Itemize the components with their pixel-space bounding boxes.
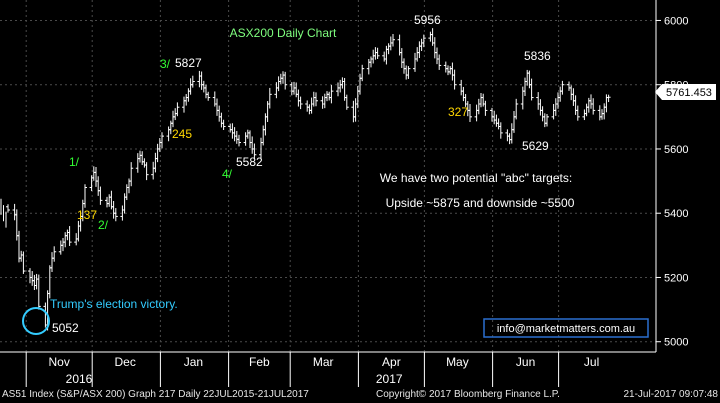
- price-bar: [391, 33, 395, 47]
- price-bar: [190, 75, 195, 88]
- price-bar: [98, 186, 103, 205]
- price-bar: [283, 71, 288, 90]
- last-price-tag: [655, 84, 716, 100]
- price-bar: [160, 132, 164, 149]
- price-bar: [21, 251, 26, 274]
- footer-index-info: AS51 Index (S&P/ASX 200) Graph 217 Daily…: [2, 389, 309, 400]
- price-bar: [36, 274, 41, 310]
- price-bar: [344, 94, 349, 110]
- wave-label: 5836: [524, 49, 551, 63]
- y-tick-label: 5200: [664, 272, 688, 284]
- price-bar: [221, 119, 226, 131]
- y-tick-label: 6000: [664, 15, 688, 27]
- last-price-label: 5761.453: [655, 84, 716, 100]
- wave-label: 5582: [236, 155, 263, 169]
- wave-label: 1/: [69, 155, 80, 169]
- y-tick-label: 5000: [664, 337, 688, 349]
- x-tick-label: Nov: [49, 355, 70, 369]
- price-bar: [252, 143, 257, 159]
- wave-label: 4/: [222, 167, 233, 181]
- price-bar: [437, 54, 442, 70]
- price-bar: [129, 162, 134, 187]
- election-circle-marker: [22, 307, 50, 335]
- price-bar: [545, 113, 549, 127]
- price-bar: [421, 34, 426, 48]
- footer-timestamp: 21-Jul-2017 09:07:48: [623, 389, 718, 400]
- price-bar: [498, 122, 503, 139]
- last-price-value: 5761.453: [666, 87, 712, 99]
- chart-title: ASX200 Daily Chart: [230, 26, 337, 40]
- x-tick-label: May: [446, 355, 469, 369]
- x-tick-label: Mar: [313, 355, 334, 369]
- price-bar: [237, 134, 241, 147]
- price-bar: [113, 208, 118, 222]
- price-bar: [67, 226, 72, 246]
- wave-label: 3/: [160, 57, 171, 71]
- x-year-label: 2016: [66, 372, 93, 386]
- price-bar: [6, 204, 10, 213]
- price-bar: [560, 80, 565, 95]
- y-tick-label: 5400: [664, 208, 688, 220]
- targets-line-2: Upside ~5875 and downside ~5500: [386, 196, 575, 210]
- wave-label: 245: [172, 127, 192, 141]
- price-bar: [575, 105, 580, 121]
- price-bar: [175, 102, 180, 117]
- x-tick-label: Apr: [382, 355, 401, 369]
- x-axis: Nov Dec Jan Feb Mar Apr May Jun Jul 2016 2017: [0, 351, 656, 387]
- price-bar: [144, 162, 149, 181]
- x-tick-label: Jun: [516, 355, 535, 369]
- ohlc-chart: 500052005400560058006000 NovDecJanFebMar…: [0, 0, 720, 387]
- wave-label: 5827: [175, 56, 202, 70]
- x-tick-label: Dec: [115, 355, 136, 369]
- wave-label: 5956: [414, 13, 441, 27]
- targets-line-1: We have two potential "abc" targets:: [380, 171, 572, 185]
- grid-lines: [0, 0, 656, 352]
- wave-label: 5052: [52, 321, 79, 335]
- wave-label: 5629: [522, 139, 549, 153]
- email-box: [483, 318, 649, 338]
- x-tick-label: Jan: [184, 355, 203, 369]
- price-bar: [298, 96, 303, 110]
- chart-background: [0, 0, 720, 387]
- x-year-label: 2017: [376, 372, 403, 386]
- price-bar: [452, 69, 457, 90]
- price-bar: [529, 78, 534, 101]
- y-tick-label: 5600: [664, 144, 688, 156]
- election-annotation: Trump's election victory.: [50, 297, 178, 311]
- price-bar: [375, 47, 380, 60]
- price-bar: [591, 98, 596, 115]
- price-bars: [0, 28, 611, 331]
- footer-copyright: Copyright© 2017 Bloomberg Finance L.P.: [376, 389, 560, 400]
- footer-bar: AS51 Index (S&P/ASX 200) Graph 217 Daily…: [0, 387, 720, 403]
- price-bar: [606, 94, 611, 103]
- price-bar: [468, 103, 472, 122]
- price-bar: [483, 100, 488, 116]
- x-tick-label: Jul: [584, 355, 599, 369]
- price-bar: [52, 246, 57, 262]
- x-tick-label: Feb: [249, 355, 270, 369]
- price-bar: [329, 85, 334, 104]
- price-bar: [514, 98, 519, 120]
- wave-label: 2/: [98, 218, 109, 232]
- price-bar: [314, 92, 318, 107]
- price-bar: [206, 91, 211, 101]
- price-bar: [267, 87, 272, 109]
- price-bar: [83, 184, 87, 208]
- price-bar: [406, 66, 411, 79]
- price-bar: [360, 64, 365, 82]
- wave-label: 137: [77, 208, 97, 222]
- email-text: info@marketmatters.com.au: [497, 323, 635, 335]
- wave-label: 327: [448, 105, 468, 119]
